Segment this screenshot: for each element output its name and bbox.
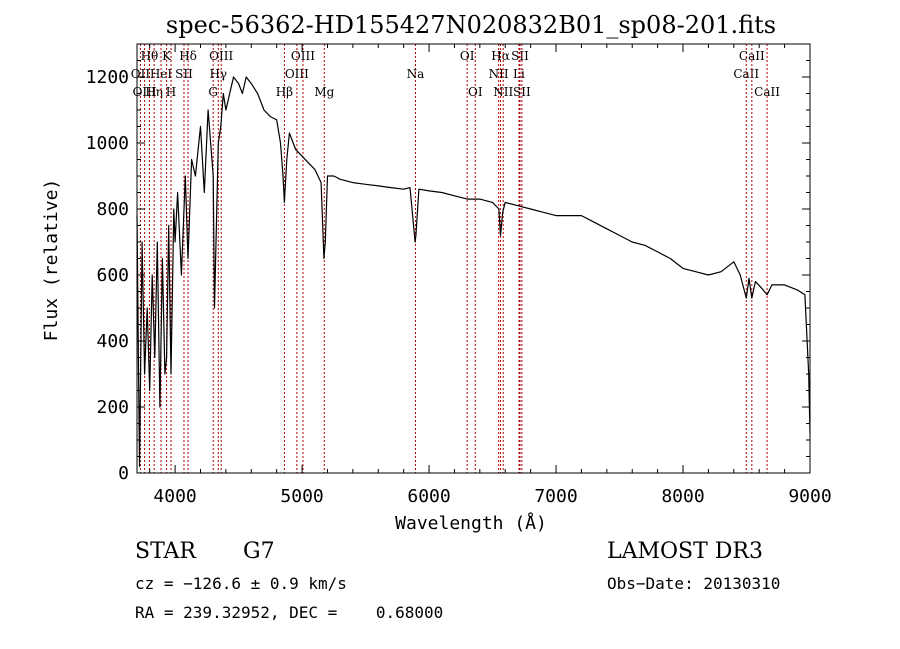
- spectrum-line: [136, 76, 811, 467]
- line-label: HeI: [150, 67, 173, 81]
- line-marker-layer: OII OIII Hθ Hη HeI K H SII Hδ G Hγ OIII Hβ OIII OIII Mg…: [131, 44, 780, 473]
- line-label: Hη: [145, 85, 163, 99]
- y-tick-label: 0: [118, 463, 129, 484]
- line-label: NII: [489, 67, 509, 81]
- x-tick-label: 5000: [280, 486, 323, 507]
- line-label: NII: [493, 85, 513, 99]
- y-tick-label: 800: [96, 199, 129, 220]
- line-label: Na: [407, 67, 425, 81]
- x-tick-label: 9000: [788, 486, 831, 507]
- line-label: SII: [175, 67, 193, 81]
- y-axis-label: Flux (relative): [41, 179, 62, 342]
- spectral-subclass: G7: [243, 539, 275, 564]
- line-label: Hδ: [179, 49, 197, 63]
- x-axis-ticks: 4000 5000 6000 7000 8000 9000: [149, 44, 832, 507]
- y-tick-label: 600: [96, 265, 129, 286]
- survey-label: LAMOST DR3: [607, 539, 763, 564]
- y-tick-label: 400: [96, 331, 129, 352]
- line-label: OIII: [209, 49, 233, 63]
- x-tick-label: 7000: [534, 486, 577, 507]
- line-label: CaII: [754, 85, 780, 99]
- line-label: OI: [460, 49, 475, 63]
- line-label: OI: [468, 85, 483, 99]
- coordinates: RA = 239.32952, DEC = 0.68000: [135, 603, 444, 622]
- plot-frame: [136, 43, 811, 474]
- chart-title: spec-56362-HD155427N020832B01_sp08-201.f…: [166, 11, 776, 39]
- line-label: G: [208, 85, 218, 99]
- observation-date: Obs−Date: 20130310: [607, 574, 781, 593]
- line-label: Li: [513, 67, 525, 81]
- line-label: K: [162, 49, 172, 63]
- line-label: Mg: [314, 85, 334, 99]
- line-label: OIII: [291, 49, 315, 63]
- redshift-velocity: cz = −126.6 ± 0.9 km/s: [135, 574, 347, 593]
- y-tick-label: 1200: [86, 67, 129, 88]
- object-type: STAR: [135, 539, 196, 564]
- x-axis-label: Wavelength (Å): [395, 512, 547, 534]
- y-tick-label: 200: [96, 397, 129, 418]
- line-label: Hθ: [141, 49, 159, 63]
- x-tick-label: 4000: [153, 486, 196, 507]
- line-label: OIII: [133, 85, 157, 99]
- y-axis-ticks: 0 200 400 600 800 1000 1200: [86, 60, 810, 484]
- y-tick-label: 1000: [86, 133, 129, 154]
- line-label: SII: [513, 85, 531, 99]
- x-tick-label: 8000: [661, 486, 704, 507]
- line-label: H: [166, 85, 176, 99]
- line-label: OII: [131, 67, 151, 81]
- line-label: Hα: [491, 49, 510, 63]
- series-layer: [136, 76, 811, 467]
- line-label: CaII: [733, 67, 759, 81]
- x-tick-label: 6000: [407, 486, 450, 507]
- line-label: Hγ: [209, 67, 227, 81]
- line-label: SII: [511, 49, 529, 63]
- line-label: OIII: [285, 67, 309, 81]
- line-label: Hβ: [276, 85, 293, 99]
- line-label: CaII: [739, 49, 765, 63]
